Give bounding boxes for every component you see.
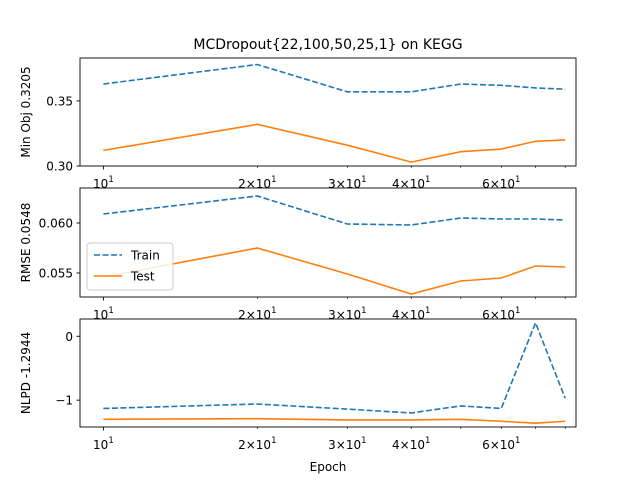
legend-label-test: Test (130, 270, 155, 284)
y-axis-label: Min Obj 0.3205 (19, 66, 33, 157)
y-tick-label: 0.35 (46, 94, 73, 108)
y-tick-label: 0.060 (39, 217, 73, 231)
legend-label-train: Train (130, 249, 160, 263)
legend-box (86, 242, 174, 291)
x-tick-label: 2×101 (238, 175, 276, 191)
x-tick-label: 6×101 (482, 306, 520, 322)
x-tick-label: 3×101 (328, 175, 366, 191)
legend: Train Test (86, 242, 174, 291)
x-tick-label: 4×101 (392, 306, 430, 322)
chart-title: MCDropout{22,100,50,25,1} on KEGG (193, 37, 462, 53)
y-tick-label: 0.055 (39, 267, 73, 281)
series-line-train (103, 63, 566, 93)
y-axis-label: RMSE 0.0548 (19, 203, 33, 283)
x-axis-label: Epoch (310, 460, 347, 474)
y-tick-label: 0 (65, 330, 73, 344)
x-tick-label: 4×101 (392, 175, 430, 191)
x-tick-label: 6×101 (482, 175, 520, 191)
plot-area (80, 319, 576, 427)
series-line-test (103, 417, 566, 424)
plot-frame (79, 187, 577, 298)
y-tick-label: 0.30 (46, 160, 73, 174)
series-line-train (103, 195, 566, 226)
x-tick-label: 101 (93, 436, 114, 452)
panel-1: 0.30 0.35 101 2×101 3×101 4×101 6×101 Min Obj 0… (19, 57, 577, 191)
x-tick-label: 2×101 (238, 306, 276, 322)
x-tick-label: 101 (93, 175, 114, 191)
panel-3: −1 0 101 2×101 3×101 4×101 6×101 NLPD -1.2944 (19, 318, 577, 452)
panels: 0.30 0.35 101 2×101 3×101 4×101 6×101 Min Obj 0… (19, 57, 577, 452)
y-tick-label: −1 (55, 394, 73, 408)
x-tick-label: 4×101 (392, 436, 430, 452)
series-line-train (103, 320, 566, 414)
x-tick-label: 3×101 (328, 306, 366, 322)
plot-frame (79, 57, 577, 167)
series-line-test (103, 123, 566, 163)
plot-frame (79, 318, 577, 428)
x-tick-label: 2×101 (238, 436, 276, 452)
x-tick-label: 3×101 (328, 436, 366, 452)
x-tick-label: 6×101 (482, 436, 520, 452)
x-tick-label: 101 (93, 306, 114, 322)
series-line-test (103, 247, 566, 295)
y-axis-label: NLPD -1.2944 (19, 332, 33, 414)
